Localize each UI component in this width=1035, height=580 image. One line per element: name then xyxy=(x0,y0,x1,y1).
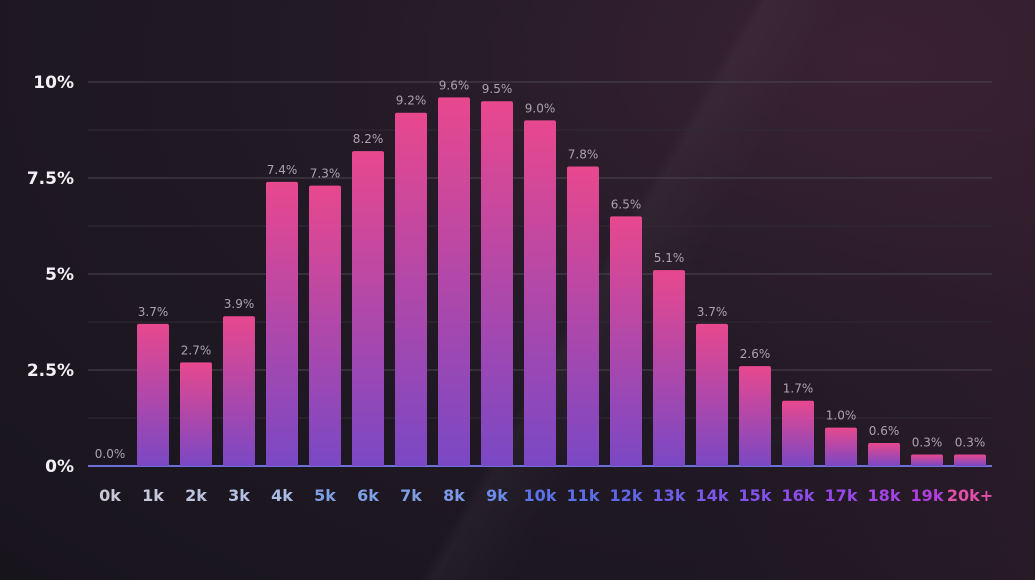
x-tick-label: 10k xyxy=(524,486,557,505)
data-label: 7.8% xyxy=(568,147,599,161)
data-label: 8.2% xyxy=(353,132,384,146)
data-label: 9.5% xyxy=(482,82,513,96)
x-tick-label: 8k xyxy=(443,486,465,505)
x-tick-label: 7k xyxy=(400,486,422,505)
data-label: 0.0% xyxy=(95,447,126,461)
data-label: 9.0% xyxy=(525,101,556,115)
x-tick-label: 14k xyxy=(696,486,729,505)
data-label: 7.3% xyxy=(310,167,341,181)
x-tick-label: 18k xyxy=(868,486,901,505)
data-label: 1.0% xyxy=(826,409,857,423)
bar-5k xyxy=(309,185,341,466)
bar-17k xyxy=(825,427,857,466)
bar-18k xyxy=(868,442,900,466)
bar-9k xyxy=(481,101,513,466)
bar-1k xyxy=(137,323,169,466)
x-tick-label: 15k xyxy=(739,486,772,505)
x-tick-label: 0k xyxy=(99,486,121,505)
data-label: 9.6% xyxy=(439,78,470,92)
x-axis-ticks: 0k 1k 2k 3k 4k 5k 6k 7k 8k 9k 10k 11k 12k 13k 14k 15k 16… xyxy=(99,486,993,505)
y-axis-ticks: 0% 2.5% 5% 7.5% 10% xyxy=(27,73,74,477)
x-tick-label: 16k xyxy=(782,486,815,505)
x-tick-label: 9k xyxy=(486,486,508,505)
y-tick-label: 5% xyxy=(45,265,74,285)
bar-12k xyxy=(610,216,642,466)
data-label: 5.1% xyxy=(654,251,685,265)
data-label: 0.6% xyxy=(869,424,900,438)
bar-2k xyxy=(180,362,212,466)
data-label: 0.3% xyxy=(912,435,943,449)
x-tick-label: 11k xyxy=(567,486,600,505)
bar-8k xyxy=(438,97,470,467)
x-tick-label: 1k xyxy=(142,486,164,505)
data-label: 6.5% xyxy=(611,197,642,211)
data-label: 2.6% xyxy=(740,347,771,361)
bar-7k xyxy=(395,112,427,466)
x-tick-label: 5k xyxy=(314,486,336,505)
x-tick-label: 17k xyxy=(825,486,858,505)
data-label: 3.7% xyxy=(138,305,169,319)
y-tick-label: 7.5% xyxy=(27,169,74,189)
data-label: 3.7% xyxy=(697,305,728,319)
data-label: 0.3% xyxy=(955,435,986,449)
y-tick-label: 10% xyxy=(33,73,74,93)
bars xyxy=(137,97,986,467)
bar-3k xyxy=(223,316,255,466)
data-label: 3.9% xyxy=(224,297,255,311)
bar-15k xyxy=(739,366,771,466)
bar-14k xyxy=(696,323,728,466)
x-tick-label: 13k xyxy=(653,486,686,505)
x-tick-label: 3k xyxy=(228,486,250,505)
data-label: 7.4% xyxy=(267,163,298,177)
x-tick-label: 6k xyxy=(357,486,379,505)
bar-13k xyxy=(653,270,685,466)
bar-11k xyxy=(567,166,599,467)
y-tick-label: 2.5% xyxy=(27,361,74,381)
bar-19k xyxy=(911,454,943,466)
x-tick-label: 19k xyxy=(911,486,944,505)
x-tick-label: 20k+ xyxy=(947,486,993,505)
y-tick-label: 0% xyxy=(45,457,74,477)
x-tick-label: 12k xyxy=(610,486,643,505)
bar-16k xyxy=(782,400,814,466)
bar-6k xyxy=(352,151,384,466)
bar-10k xyxy=(524,120,556,467)
data-label: 2.7% xyxy=(181,343,212,357)
data-labels: 0.0% 3.7% 2.7% 3.9% 7.4% 7.3% 8.2% 9.2% 9.6% 9.5%… xyxy=(95,78,986,461)
bar-20k+ xyxy=(954,454,986,466)
data-label: 9.2% xyxy=(396,94,427,108)
bar-4k xyxy=(266,181,298,466)
x-tick-label: 2k xyxy=(185,486,207,505)
x-tick-label: 4k xyxy=(271,486,293,505)
data-label: 1.7% xyxy=(783,382,814,396)
